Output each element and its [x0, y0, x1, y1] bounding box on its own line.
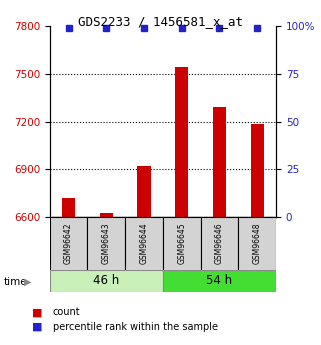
Bar — [50, 217, 87, 271]
Text: GSM96646: GSM96646 — [215, 222, 224, 264]
Text: GSM96642: GSM96642 — [64, 222, 73, 264]
Text: 46 h: 46 h — [93, 274, 119, 287]
Text: GSM96644: GSM96644 — [140, 222, 149, 264]
Bar — [50, 270, 163, 292]
Bar — [213, 107, 226, 217]
Text: GDS2233 / 1456581_x_at: GDS2233 / 1456581_x_at — [78, 16, 243, 29]
Bar — [87, 217, 125, 271]
Bar — [137, 166, 151, 217]
Text: count: count — [53, 307, 81, 317]
Bar — [163, 270, 276, 292]
Bar — [238, 217, 276, 271]
Bar — [175, 67, 188, 217]
Text: ▶: ▶ — [24, 277, 31, 286]
Bar — [100, 213, 113, 217]
Text: GSM96645: GSM96645 — [177, 222, 186, 264]
Bar — [62, 198, 75, 217]
Text: GSM96643: GSM96643 — [102, 222, 111, 264]
Bar — [251, 124, 264, 217]
Text: ■: ■ — [32, 322, 43, 332]
Text: GSM96648: GSM96648 — [253, 222, 262, 264]
Text: ■: ■ — [32, 307, 43, 317]
Bar — [163, 217, 201, 271]
Text: 54 h: 54 h — [206, 274, 232, 287]
Text: time: time — [3, 277, 27, 286]
Bar — [201, 217, 238, 271]
Text: percentile rank within the sample: percentile rank within the sample — [53, 322, 218, 332]
Bar — [125, 217, 163, 271]
